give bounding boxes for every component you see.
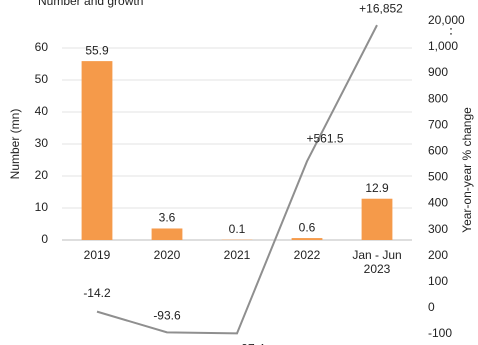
line: [96, 24, 378, 335]
y2-tick-label: 100: [428, 274, 448, 288]
y2-tick-label: 600: [428, 143, 448, 157]
x-tick-label: 2020: [153, 248, 181, 262]
y2-tick-label: 20,000: [428, 13, 465, 27]
y-tick-label: 40: [35, 104, 49, 118]
y-tick-label: 50: [35, 72, 49, 86]
bar-value-label: 55.9: [85, 43, 109, 57]
y2-tick-label: 300: [428, 222, 448, 236]
y2-tick-label: 0: [428, 300, 435, 314]
bar: [81, 61, 113, 241]
y2-tick-label: 800: [428, 91, 448, 105]
y2-tick-label: 900: [428, 65, 448, 79]
bar: [151, 228, 183, 240]
y2-tick-label: 700: [428, 117, 448, 131]
bar-value-label: 0.6: [299, 220, 316, 234]
y2-axis-label: Year-on-year % change: [460, 107, 474, 233]
axis-break: [450, 32, 452, 35]
y-tick-label: 30: [35, 136, 49, 150]
y2-tick-label: 1,000: [428, 39, 458, 53]
bar-value-label: 0.1: [229, 222, 246, 236]
bar-value-label: 3.6: [159, 211, 176, 225]
y2-tick-label: 200: [428, 248, 448, 262]
y2-tick-label: 500: [428, 170, 448, 184]
y-tick-label: 10: [35, 200, 49, 214]
bar: [291, 238, 323, 240]
y2-tick-label: -100: [428, 326, 452, 340]
y2-tick-label: 400: [428, 196, 448, 210]
x-tick-label: 2019: [83, 248, 111, 262]
x-tick-label: 2022: [293, 248, 321, 262]
line-value-label: -97.4: [237, 341, 265, 345]
x-tick-label: 2021: [223, 248, 251, 262]
line-value-label: +561.5: [306, 132, 343, 146]
chart-title: Number and growth: [38, 0, 143, 8]
x-tick-label: Jan - Jun 2023: [352, 248, 402, 276]
y-axis-label: Number (mn): [8, 109, 22, 180]
line-value-label: -14.2: [83, 286, 111, 300]
y-tick-label: 0: [41, 232, 48, 246]
bar: [361, 198, 393, 240]
y-tick-label: 60: [35, 40, 49, 54]
line-value-label: -93.6: [153, 309, 181, 323]
y-tick-label: 20: [35, 168, 49, 182]
axis-break: [450, 27, 452, 30]
bar-value-label: 12.9: [365, 181, 389, 195]
line-value-label: +16,852: [359, 1, 403, 15]
